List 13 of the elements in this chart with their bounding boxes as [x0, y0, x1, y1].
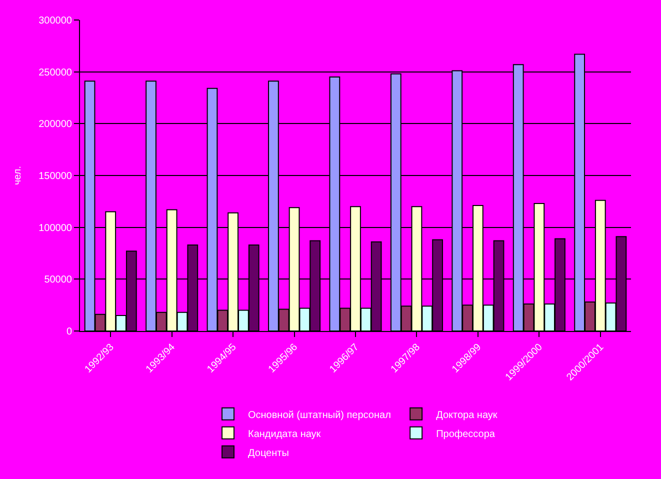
legend-label: Основной (штатный) персонал — [248, 410, 392, 421]
y-tick-label: 250000 — [38, 67, 72, 78]
y-axis-title: чел. — [12, 166, 24, 186]
y-tick-label: 300000 — [38, 16, 72, 26]
legend-label: Доценты — [248, 448, 289, 459]
legend-label: Доктора наук — [436, 410, 498, 421]
y-tick-label: 100000 — [38, 222, 72, 234]
y-tick-label: 50000 — [44, 274, 72, 286]
legend-label: Профессора — [436, 428, 496, 440]
y-tick-label: 0 — [66, 326, 72, 338]
y-tick-label: 150000 — [38, 171, 72, 182]
legend-label: Кандидата наук — [248, 428, 322, 440]
y-tick-label: 200000 — [38, 119, 72, 130]
